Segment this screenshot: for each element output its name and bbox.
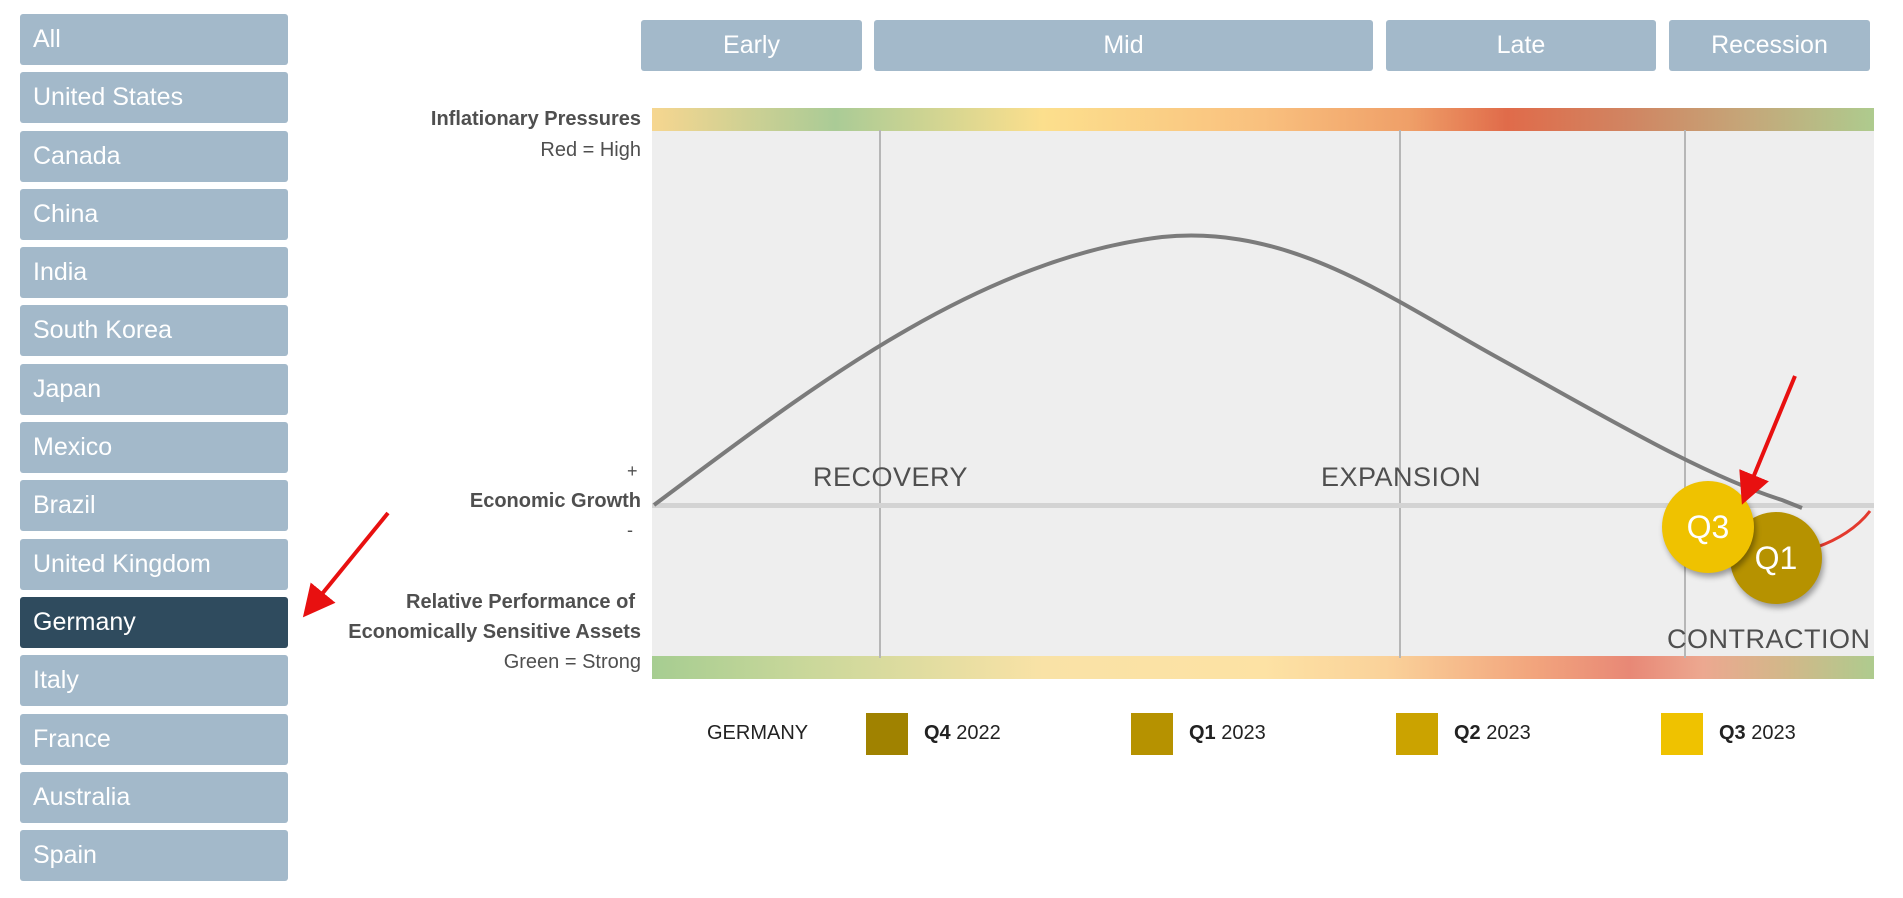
performance-axis-title-line2: Economically Sensitive Assets (348, 621, 641, 643)
performance-axis-title-line1: Relative Performance of (406, 591, 635, 613)
legend-year: 2022 (956, 722, 1001, 744)
region-label-recovery: RECOVERY (813, 462, 969, 492)
country-button-united-kingdom[interactable]: United Kingdom (20, 538, 288, 590)
phase-button-recession[interactable]: Recession (1669, 20, 1870, 71)
country-button-all[interactable]: All (20, 14, 288, 65)
phase-divider-early-mid (879, 130, 881, 658)
legend-item-q3-2023: Q3 2023 (1719, 722, 1796, 745)
legend-quarter: Q1 (1189, 722, 1216, 744)
country-button-italy[interactable]: Italy (20, 655, 288, 707)
legend-year: 2023 (1751, 722, 1796, 744)
country-button-mexico[interactable]: Mexico (20, 422, 288, 474)
phase-divider-mid-late (1399, 130, 1401, 658)
performance-gradient-bar (652, 656, 1874, 679)
legend-swatch-q1-2023 (1131, 713, 1173, 755)
country-button-germany[interactable]: Germany (20, 596, 288, 648)
legend-item-q2-2023: Q2 2023 (1454, 722, 1531, 745)
growth-axis-title: Economic Growth (469, 490, 641, 512)
growth-minus-sign: - (627, 520, 633, 540)
inflation-gradient-bar (652, 108, 1874, 131)
trajectory-path (1816, 510, 1872, 549)
phase-button-mid[interactable]: Mid (874, 20, 1373, 71)
country-button-france[interactable]: France (20, 713, 288, 765)
legend-quarter: Q3 (1719, 722, 1746, 744)
country-sidebar: All United States Canada China India Sou… (20, 14, 288, 888)
arrow-to-germany-icon (302, 511, 390, 618)
region-label-contraction: CONTRACTION (1667, 624, 1871, 654)
legend-country-label: GERMANY (707, 722, 809, 744)
country-button-south-korea[interactable]: South Korea (20, 305, 288, 357)
legend-year: 2023 (1486, 722, 1531, 744)
country-button-canada[interactable]: Canada (20, 130, 288, 182)
country-button-australia[interactable]: Australia (20, 771, 288, 823)
cycle-curve-path (652, 233, 1803, 510)
country-button-india[interactable]: India (20, 247, 288, 299)
country-button-united-states[interactable]: United States (20, 72, 288, 124)
phase-button-early[interactable]: Early (641, 20, 862, 71)
region-label-expansion: EXPANSION (1321, 462, 1482, 492)
legend-year: 2023 (1221, 722, 1266, 744)
growth-plus-sign: + (627, 461, 638, 481)
inflation-axis-title: Inflationary Pressures (430, 108, 641, 130)
marker-q3[interactable]: Q3 (1662, 481, 1754, 573)
business-cycle-curve (652, 233, 1872, 549)
business-cycle-chart (652, 130, 1874, 658)
country-button-china[interactable]: China (20, 188, 288, 240)
legend-item-q1-2023: Q1 2023 (1189, 722, 1266, 745)
legend-swatch-q3-2023 (1661, 713, 1703, 755)
country-button-brazil[interactable]: Brazil (20, 480, 288, 532)
inflation-axis-subtitle: Red = High (540, 139, 641, 161)
country-button-japan[interactable]: Japan (20, 363, 288, 415)
country-button-spain[interactable]: Spain (20, 830, 288, 882)
performance-axis-subtitle: Green = Strong (503, 651, 641, 673)
legend-swatch-q2-2023 (1396, 713, 1438, 755)
growth-zero-line (652, 503, 1874, 508)
legend-quarter: Q2 (1454, 722, 1481, 744)
legend-swatch-q4-2022 (866, 713, 908, 755)
legend-item-q4-2022: Q4 2022 (924, 722, 1001, 745)
legend-quarter: Q4 (924, 722, 951, 744)
phase-button-late[interactable]: Late (1386, 20, 1656, 71)
phase-divider-late-recession (1684, 130, 1686, 658)
